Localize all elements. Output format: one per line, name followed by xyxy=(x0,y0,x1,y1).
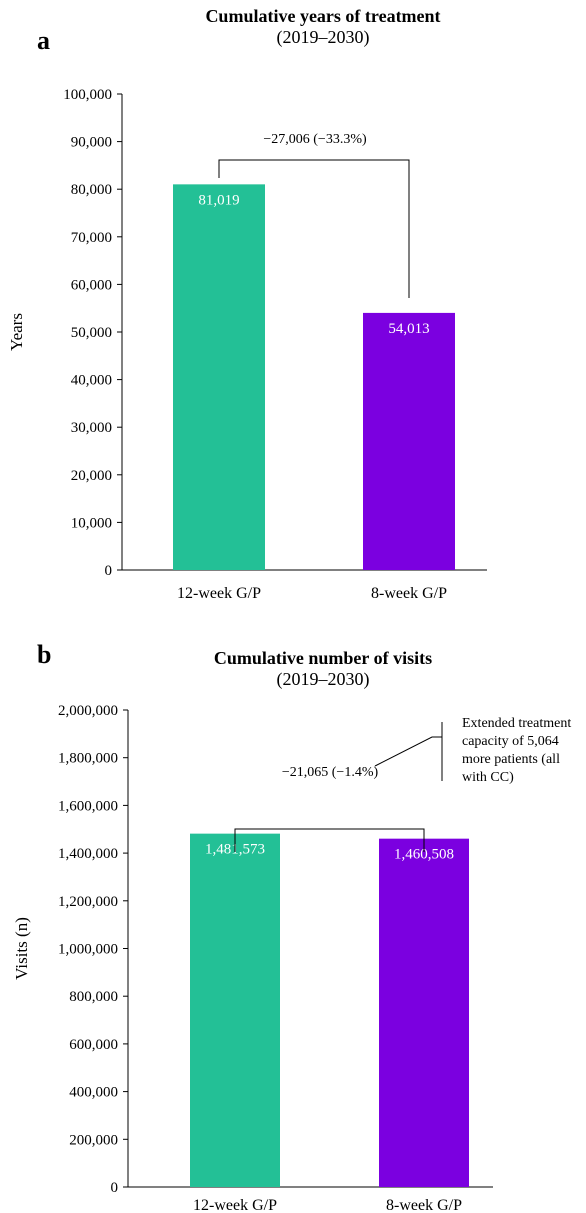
chart-a-y-tick-label: 80,000 xyxy=(71,182,112,198)
chart-a-y-tick-label: 40,000 xyxy=(71,373,112,389)
chart-b-note-line-2: capacity of 5,064 xyxy=(462,734,559,749)
chart-a-y-tick-label: 10,000 xyxy=(71,515,112,531)
chart-b-category-label-1: 12-week G/P xyxy=(193,1197,277,1213)
chart-a-y-tick-label: 70,000 xyxy=(71,230,112,246)
chart-b-y-tick-label: 1,600,000 xyxy=(58,798,118,814)
chart-b-bar-2-value-label: 1,460,508 xyxy=(394,847,454,863)
chart-b-y-tick-label: 0 xyxy=(111,1180,119,1196)
chart-b-y-axis-title: Visits (n) xyxy=(12,917,31,980)
chart-a-bar-2 xyxy=(363,312,455,570)
chart-a-subtitle: (2019–2030) xyxy=(276,27,370,47)
chart-b-category-label-2: 8-week G/P xyxy=(386,1197,462,1213)
chart-a-difference-bracket xyxy=(218,159,410,298)
chart-a-category-label-1: 12-week G/P xyxy=(177,585,261,602)
chart-a-y-tick-label: 60,000 xyxy=(71,277,112,293)
chart-b-note-line-4: with CC) xyxy=(462,770,514,785)
chart-a-bar-1 xyxy=(173,184,265,571)
chart-b-y-tick-label: 600,000 xyxy=(69,1037,118,1053)
chart-a-bar-2-value-label: 54,013 xyxy=(388,321,429,337)
chart-b-y-tick-label: 800,000 xyxy=(69,989,118,1005)
chart-a-y-tick-label: 50,000 xyxy=(71,325,112,341)
chart-b-difference-bracket xyxy=(234,828,425,852)
panel-a-letter: a xyxy=(37,26,50,55)
chart-a-y-tick-label: 0 xyxy=(105,563,113,579)
chart-b-y-tick-label: 1,200,000 xyxy=(58,894,118,910)
chart-a-title: Cumulative years of treatment (2019–2030… xyxy=(100,6,546,48)
chart-b-y-tick-label: 1,800,000 xyxy=(58,751,118,767)
chart-a-y-tick-label: 90,000 xyxy=(71,135,112,151)
chart-b-note-leader xyxy=(374,736,442,767)
chart-a-category-label-2: 8-week G/P xyxy=(371,585,447,602)
chart-b-y-tick-label: 1,000,000 xyxy=(58,942,118,958)
chart-a-y-tick-label: 30,000 xyxy=(71,420,112,436)
chart-a-y-axis-title: Years xyxy=(7,313,26,351)
chart-a-y-tick-label: 20,000 xyxy=(71,468,112,484)
chart-b-note-line-3: more patients (all xyxy=(462,752,560,767)
chart-a-y-tick-label: 100,000 xyxy=(63,87,112,103)
chart-b-difference-label: −21,065 (−1.4%) xyxy=(282,765,379,780)
panel-b-letter: b xyxy=(37,640,52,669)
chart-b-note-line-1: Extended treatment xyxy=(462,716,571,731)
chart-b-y-tick-label: 1,400,000 xyxy=(58,846,118,862)
chart-a-title-main: Cumulative years of treatment xyxy=(205,6,441,26)
chart-b-title-main: Cumulative number of visits xyxy=(213,648,433,668)
chart-b-y-tick-label: 2,000,000 xyxy=(58,703,118,719)
chart-b-y-tick-label: 400,000 xyxy=(69,1085,118,1101)
chart-b-subtitle: (2019–2030) xyxy=(276,669,370,689)
chart-b-y-tick-label: 200,000 xyxy=(69,1132,118,1148)
chart-a-difference-label: −27,006 (−33.3%) xyxy=(263,132,367,147)
chart-b-bar-2 xyxy=(379,838,469,1187)
chart-b-title: Cumulative number of visits (2019–2030) xyxy=(120,648,526,690)
chart-b-bar-1 xyxy=(190,833,280,1187)
chart-a-bar-1-value-label: 81,019 xyxy=(198,192,239,208)
